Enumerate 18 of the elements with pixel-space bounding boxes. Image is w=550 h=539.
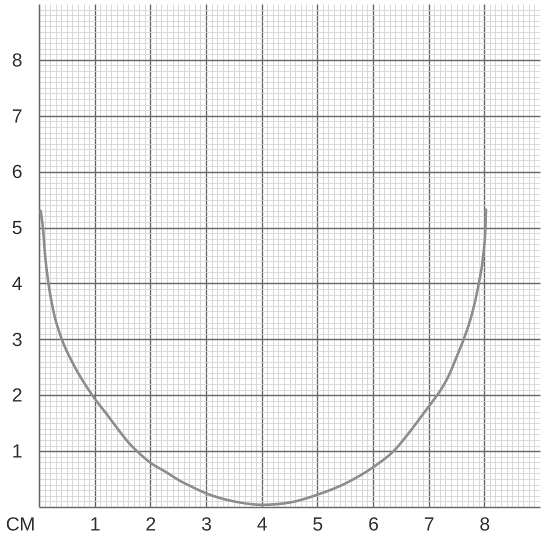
y-tick-label: 3 bbox=[12, 330, 22, 351]
line-series bbox=[39, 208, 488, 506]
x-tick-label: 4 bbox=[256, 514, 268, 536]
y-tick-label: 6 bbox=[12, 162, 22, 184]
x-tick-label: 5 bbox=[312, 514, 324, 536]
y-tick-label: 4 bbox=[12, 274, 23, 295]
y-tick-label: 7 bbox=[12, 106, 22, 128]
y-tick-label: 2 bbox=[12, 386, 22, 407]
x-tick-label: 3 bbox=[201, 514, 212, 536]
x-tick-label: 2 bbox=[146, 514, 156, 536]
x-tick-label: 1 bbox=[90, 514, 100, 536]
y-tick-label: 8 bbox=[12, 50, 22, 72]
x-tick-label: 8 bbox=[480, 514, 490, 536]
x-axis-title: СМ bbox=[6, 514, 36, 536]
x-tick-label: 6 bbox=[368, 514, 379, 536]
x-tick-label: 7 bbox=[424, 514, 434, 536]
y-tick-label: 1 bbox=[12, 442, 22, 463]
y-tick-label: 5 bbox=[12, 218, 22, 240]
